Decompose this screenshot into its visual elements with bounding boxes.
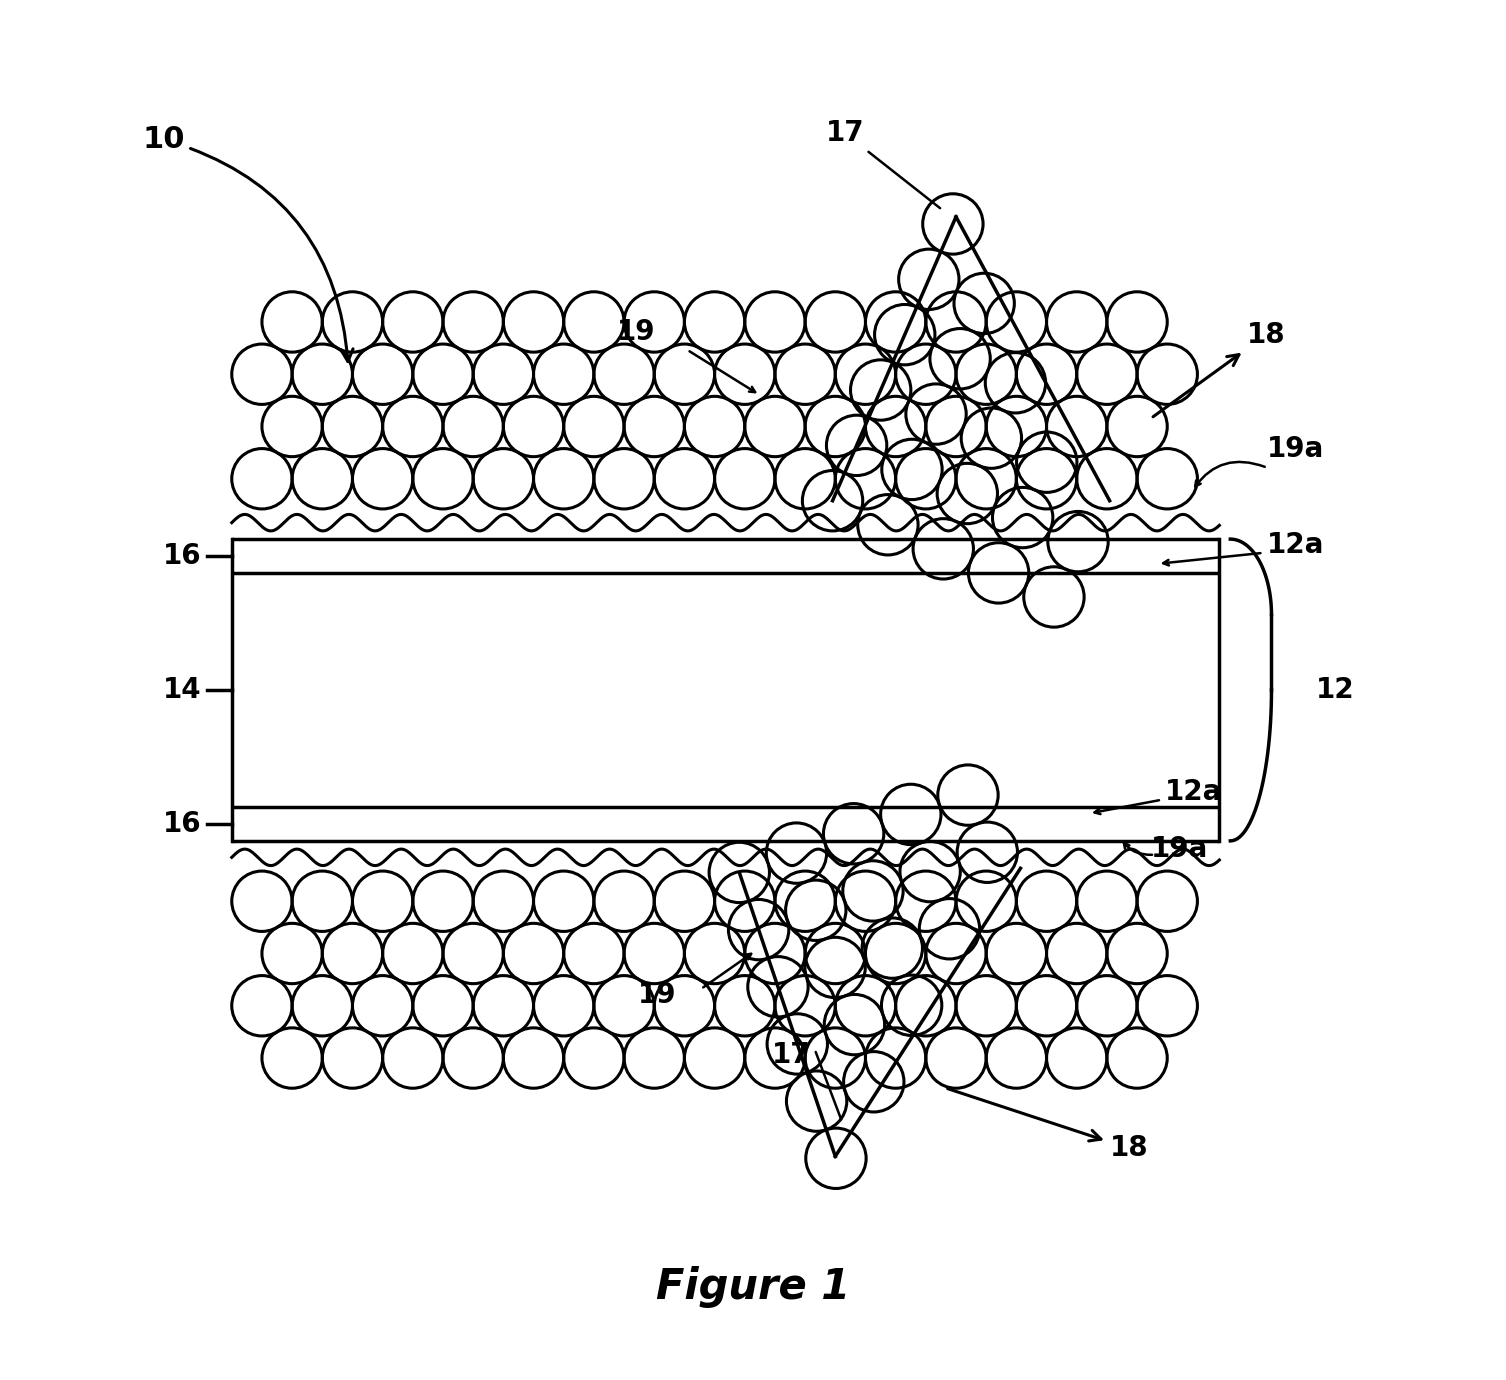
Text: 12a: 12a: [1164, 778, 1221, 806]
Text: 18: 18: [1154, 322, 1286, 417]
Text: 12: 12: [1315, 676, 1354, 704]
Text: 19a: 19a: [1151, 835, 1208, 864]
Text: 17: 17: [825, 119, 940, 208]
Text: 10: 10: [143, 126, 352, 362]
Text: Figure 1: Figure 1: [657, 1265, 849, 1308]
Text: 17: 17: [773, 1041, 810, 1070]
Text: 19a: 19a: [1268, 435, 1325, 462]
Text: 19: 19: [637, 981, 676, 1009]
Text: 19: 19: [617, 319, 655, 346]
Text: 16: 16: [163, 542, 202, 570]
Text: 16: 16: [163, 810, 202, 838]
Text: 14: 14: [163, 676, 202, 704]
Text: 18: 18: [947, 1089, 1148, 1162]
Text: 12a: 12a: [1268, 531, 1325, 559]
